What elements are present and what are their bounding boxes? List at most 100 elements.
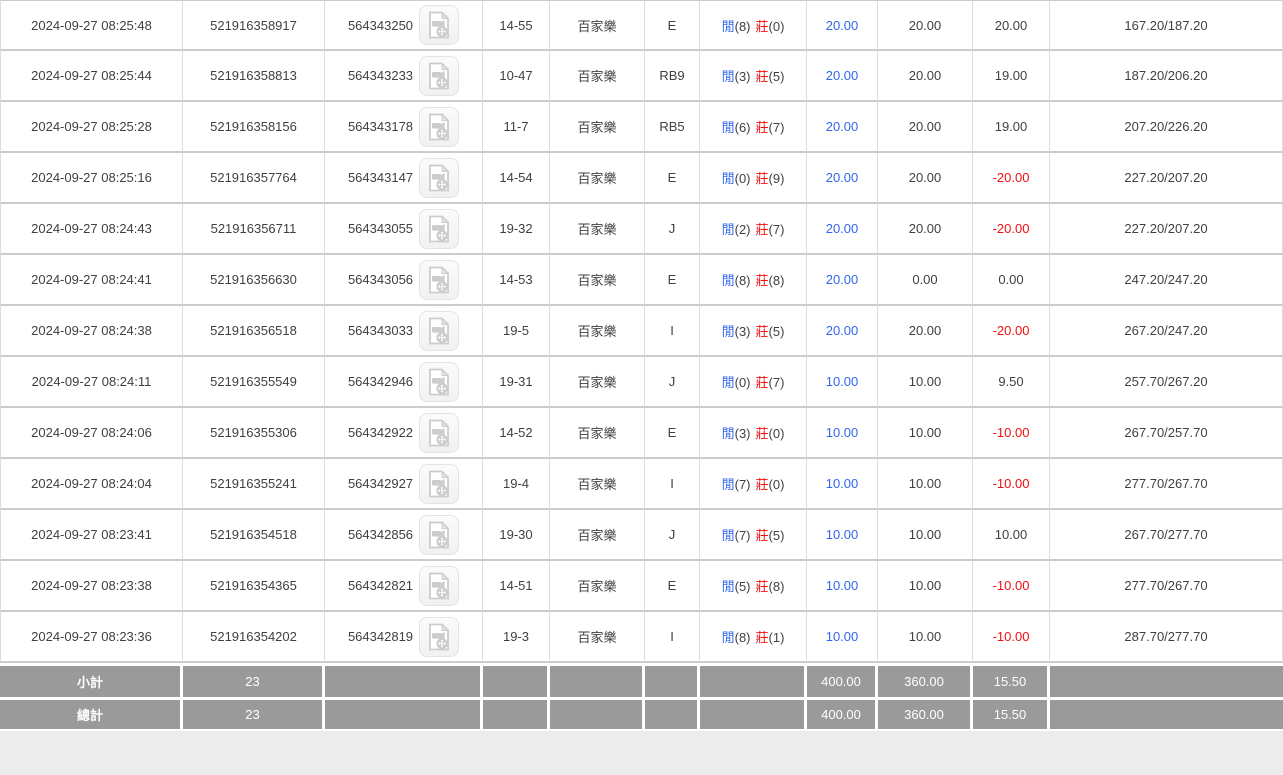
bet-id: 521916354365 <box>183 561 325 612</box>
bet-amount-link[interactable]: 20.00 <box>807 255 878 306</box>
valid-amount: 20.00 <box>878 204 973 255</box>
bet-id: 521916356711 <box>183 204 325 255</box>
table-row: 2024-09-27 08:23:38 521916354365 5643428… <box>0 561 1283 612</box>
bet-type-code: E <box>645 153 700 204</box>
banker-score: (7) <box>768 222 785 237</box>
bet-amount-link[interactable]: 20.00 <box>807 102 878 153</box>
player-label: 閒 <box>721 222 735 237</box>
video-file-icon <box>429 265 450 293</box>
valid-amount: 20.00 <box>878 306 973 357</box>
empty-cell <box>645 663 700 697</box>
video-replay-button[interactable] <box>419 616 460 657</box>
banker-label: 莊 <box>755 273 769 288</box>
round-cell: 564343233 <box>325 51 483 102</box>
player-label: 閒 <box>721 375 735 390</box>
balance: 227.20/207.20 <box>1050 153 1283 204</box>
table-round: 14-55 <box>483 0 550 51</box>
game-result: 閒(2) 莊(7) <box>700 204 807 255</box>
table-round: 14-51 <box>483 561 550 612</box>
table-round: 19-4 <box>483 459 550 510</box>
video-file-icon <box>429 520 450 548</box>
table-round: 19-31 <box>483 357 550 408</box>
table-row: 2024-09-27 08:25:16 521916357764 5643431… <box>0 153 1283 204</box>
game-name: 百家樂 <box>550 357 645 408</box>
win-loss: 20.00 <box>973 0 1050 51</box>
round-cell: 564342922 <box>325 408 483 459</box>
bet-type-code: I <box>645 459 700 510</box>
round-id: 564342922 <box>347 425 414 440</box>
video-file-icon <box>429 61 450 89</box>
video-replay-button[interactable] <box>419 5 460 45</box>
game-name: 百家樂 <box>550 561 645 612</box>
video-replay-button[interactable] <box>419 361 460 402</box>
video-replay-button[interactable] <box>419 208 460 249</box>
balance: 167.20/187.20 <box>1050 0 1283 51</box>
bet-time: 2024-09-27 08:25:28 <box>0 102 183 153</box>
bet-history-table: 2024-09-27 08:25:48 521916358917 5643432… <box>0 0 1283 731</box>
bet-amount-link[interactable]: 20.00 <box>807 0 878 51</box>
round-cell: 564343147 <box>325 153 483 204</box>
balance: 187.20/206.20 <box>1050 51 1283 102</box>
bet-amount-link[interactable]: 20.00 <box>807 51 878 102</box>
bet-time: 2024-09-27 08:23:41 <box>0 510 183 561</box>
subtotal-label: 小計 <box>0 663 183 697</box>
video-replay-button[interactable] <box>419 55 460 96</box>
game-name: 百家樂 <box>550 510 645 561</box>
bet-amount-link[interactable]: 10.00 <box>807 561 878 612</box>
bet-amount-link[interactable]: 10.00 <box>807 612 878 663</box>
video-replay-button[interactable] <box>419 259 460 300</box>
win-loss: -20.00 <box>973 204 1050 255</box>
banker-score: (7) <box>768 120 785 135</box>
banker-label: 莊 <box>755 528 769 543</box>
total-label: 總計 <box>0 697 183 731</box>
bet-history-page: 2024-09-27 08:25:48 521916358917 5643432… <box>0 0 1283 731</box>
table-round: 19-3 <box>483 612 550 663</box>
player-score: (0) <box>734 171 751 186</box>
bet-amount-link[interactable]: 10.00 <box>807 357 878 408</box>
win-loss: -10.00 <box>973 408 1050 459</box>
game-result: 閒(3) 莊(5) <box>700 51 807 102</box>
balance: 227.20/207.20 <box>1050 204 1283 255</box>
video-replay-button[interactable] <box>419 310 460 351</box>
bet-amount-link[interactable]: 10.00 <box>807 510 878 561</box>
valid-amount: 20.00 <box>878 102 973 153</box>
banker-score: (0) <box>768 426 785 441</box>
valid-amount: 20.00 <box>878 51 973 102</box>
round-id: 564342946 <box>347 374 414 389</box>
banker-score: (8) <box>768 273 785 288</box>
video-replay-button[interactable] <box>419 565 460 606</box>
total-bet-amount: 400.00 <box>807 697 878 731</box>
empty-cell <box>645 697 700 731</box>
player-label: 閒 <box>721 120 735 135</box>
bet-amount-link[interactable]: 20.00 <box>807 153 878 204</box>
bet-id: 521916358156 <box>183 102 325 153</box>
game-name: 百家樂 <box>550 51 645 102</box>
banker-score: (5) <box>768 69 785 84</box>
game-name: 百家樂 <box>550 408 645 459</box>
game-name: 百家樂 <box>550 459 645 510</box>
win-loss: 0.00 <box>973 255 1050 306</box>
video-replay-button[interactable] <box>419 106 460 147</box>
round-cell: 564342821 <box>325 561 483 612</box>
bet-amount-link[interactable]: 20.00 <box>807 306 878 357</box>
bet-amount-link[interactable]: 20.00 <box>807 204 878 255</box>
empty-cell <box>550 663 645 697</box>
bet-amount-link[interactable]: 10.00 <box>807 408 878 459</box>
video-file-icon <box>429 316 450 344</box>
game-name: 百家樂 <box>550 204 645 255</box>
bet-time: 2024-09-27 08:24:38 <box>0 306 183 357</box>
table-round: 14-52 <box>483 408 550 459</box>
banker-label: 莊 <box>755 579 769 594</box>
balance: 267.70/257.70 <box>1050 408 1283 459</box>
total-win-loss: 15.50 <box>973 697 1050 731</box>
bet-amount-link[interactable]: 10.00 <box>807 459 878 510</box>
video-replay-button[interactable] <box>419 463 460 504</box>
table-row: 2024-09-27 08:25:48 521916358917 5643432… <box>0 0 1283 51</box>
video-replay-button[interactable] <box>419 412 460 453</box>
video-replay-button[interactable] <box>419 514 460 555</box>
round-cell: 564342927 <box>325 459 483 510</box>
video-replay-button[interactable] <box>419 157 460 198</box>
empty-cell <box>1050 663 1283 697</box>
banker-score: (5) <box>768 324 785 339</box>
round-id: 564343178 <box>347 119 414 134</box>
